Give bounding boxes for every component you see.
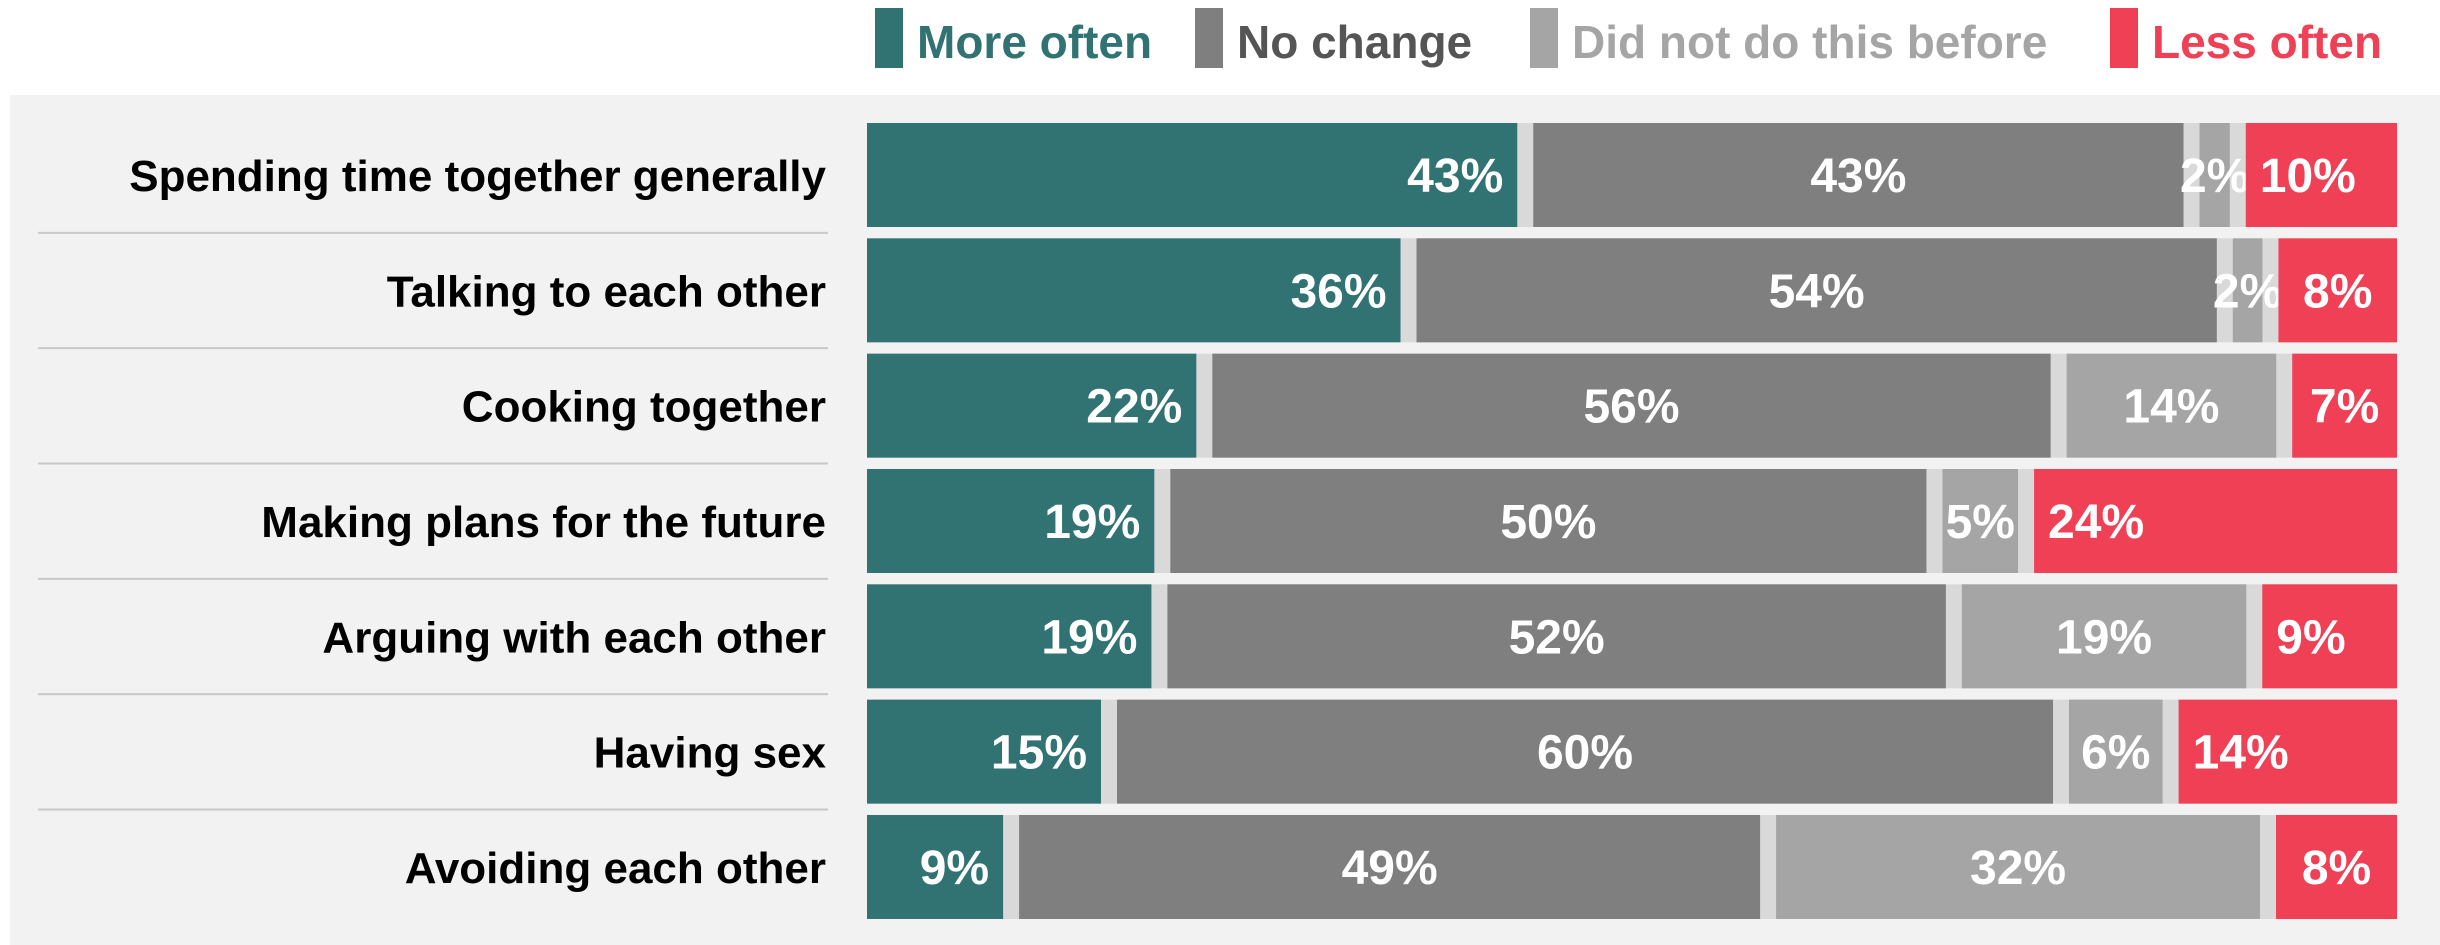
legend-swatch-did-not-do-this-before bbox=[1530, 8, 1558, 68]
bar-row-having-sex: Having sex 15% 60% 6% 14% bbox=[594, 699, 2397, 804]
legend-label-did-not-do-this-before: Did not do this before bbox=[1572, 16, 2047, 68]
bar-segment-more-often bbox=[867, 584, 1152, 689]
data-label: 54% bbox=[1769, 265, 1865, 318]
data-label: 9% bbox=[2276, 611, 2345, 664]
bar-segment-did-not-do-this-before bbox=[2069, 699, 2163, 804]
category-label: Talking to each other bbox=[387, 267, 826, 316]
bar-row-spending-time-together-generally: Spending time together generally 43% 43% 2%… bbox=[129, 123, 2397, 227]
bar-segment-no-change bbox=[1416, 238, 2217, 343]
data-label: 2% bbox=[2213, 265, 2282, 318]
bar-segment-did-not-do-this-before bbox=[1961, 584, 2247, 689]
data-label: 14% bbox=[2193, 727, 2289, 780]
data-label: 7% bbox=[2310, 381, 2379, 434]
data-label: 22% bbox=[1086, 381, 1182, 434]
bar-segment-more-often bbox=[867, 699, 1101, 804]
bar-segment-less-often bbox=[2034, 468, 2397, 573]
bar-segment-no-change bbox=[1117, 699, 2053, 804]
data-label: 10% bbox=[2260, 150, 2356, 203]
data-label: 8% bbox=[2303, 265, 2372, 318]
bar-row-avoiding-each-other: Avoiding each other 9% 49% 32% 8% bbox=[405, 814, 2397, 919]
bar-segment-did-not-do-this-before bbox=[1776, 814, 2261, 919]
bar-segment-no-change bbox=[1167, 584, 1946, 689]
chart-rows: Spending time together generally 43% 43% 2%… bbox=[38, 123, 2397, 919]
data-label: 5% bbox=[1946, 496, 2015, 549]
data-label: 24% bbox=[2048, 496, 2144, 549]
bar-segment-less-often bbox=[2245, 123, 2397, 227]
category-label: Having sex bbox=[594, 729, 827, 778]
data-label: 8% bbox=[2302, 842, 2371, 895]
data-label: 19% bbox=[1044, 496, 1140, 549]
legend-label-no-change: No change bbox=[1237, 16, 1472, 68]
bar-segment-no-change bbox=[1212, 353, 2051, 458]
data-label: 52% bbox=[1509, 611, 1605, 664]
bar-segment-no-change bbox=[1170, 468, 1927, 573]
bar-segment-more-often bbox=[867, 353, 1197, 458]
category-label: Spending time together generally bbox=[129, 152, 826, 201]
category-label: Arguing with each other bbox=[322, 613, 826, 662]
bar-segment-did-not-do-this-before bbox=[2066, 353, 2277, 458]
category-label: Cooking together bbox=[462, 383, 826, 432]
bar-segment-did-not-do-this-before bbox=[1942, 468, 2019, 573]
legend-label-more-often: More often bbox=[917, 16, 1152, 68]
data-label: 6% bbox=[2081, 727, 2150, 780]
data-label: 49% bbox=[1342, 842, 1438, 895]
data-label: 14% bbox=[2123, 381, 2219, 434]
bar-row-cooking-together: Cooking together 22% 56% 14% 7% bbox=[462, 353, 2397, 458]
data-label: 36% bbox=[1290, 265, 1386, 318]
data-label: 60% bbox=[1537, 727, 1633, 780]
legend-label-less-often: Less often bbox=[2152, 16, 2382, 68]
bar-segment-less-often bbox=[2292, 353, 2397, 458]
bar-row-arguing-with-each-other: Arguing with each other 19% 52% 19% 9% bbox=[322, 584, 2397, 689]
bar-segment-more-often bbox=[867, 123, 1518, 227]
bar-segment-more-often bbox=[867, 468, 1155, 573]
bar-segment-more-often bbox=[867, 238, 1401, 343]
data-label: 19% bbox=[2056, 611, 2152, 664]
data-label: 43% bbox=[1407, 150, 1503, 203]
category-label: Making plans for the future bbox=[261, 498, 826, 547]
legend-swatch-no-change bbox=[1195, 8, 1223, 68]
category-label: Avoiding each other bbox=[405, 844, 826, 893]
bar-row-making-plans-for-the-future: Making plans for the future 19% 50% 5% 24% bbox=[261, 468, 2397, 573]
bar-segment-less-often bbox=[2276, 814, 2397, 919]
bar-segment-more-often bbox=[867, 814, 1004, 919]
data-label: 9% bbox=[920, 842, 989, 895]
legend-swatch-more-often bbox=[875, 8, 903, 68]
data-label: 50% bbox=[1500, 496, 1596, 549]
legend: More often No change Did not do this befor… bbox=[875, 8, 2382, 68]
bar-segment-less-often bbox=[2178, 699, 2397, 804]
bar-segment-less-often bbox=[2278, 238, 2397, 343]
bar-segment-no-change bbox=[1533, 123, 2184, 227]
bar-segment-did-not-do-this-before bbox=[2199, 123, 2230, 227]
legend-swatch-less-often bbox=[2110, 8, 2138, 68]
data-label: 2% bbox=[2180, 150, 2249, 203]
data-label: 19% bbox=[1041, 611, 1137, 664]
bar-segment-no-change bbox=[1019, 814, 1761, 919]
data-label: 43% bbox=[1810, 150, 1906, 203]
data-label: 15% bbox=[991, 727, 1087, 780]
data-label: 32% bbox=[1970, 842, 2066, 895]
bar-segment-less-often bbox=[2262, 584, 2397, 689]
data-label: 56% bbox=[1583, 381, 1679, 434]
bar-row-talking-to-each-other: Talking to each other 36% 54% 2% 8% bbox=[387, 238, 2397, 343]
bar-segment-did-not-do-this-before bbox=[2232, 238, 2263, 343]
